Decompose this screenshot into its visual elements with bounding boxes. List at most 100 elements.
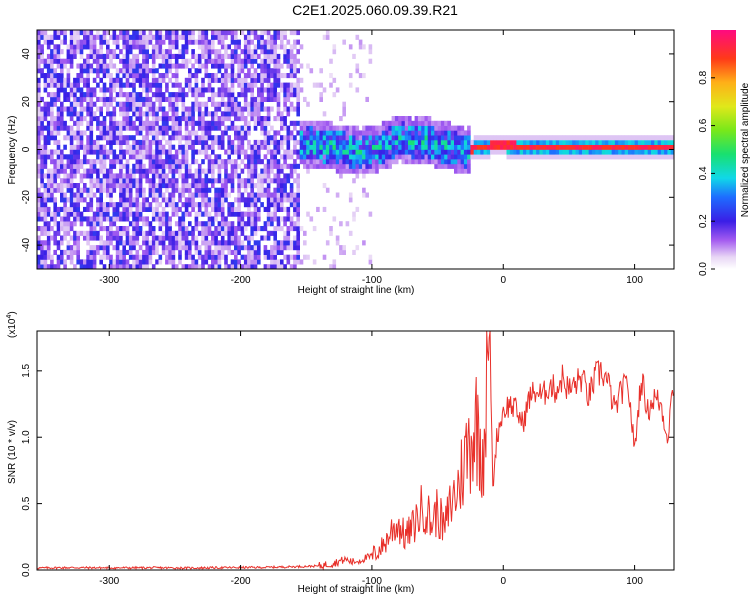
spectrogram-cell: [227, 211, 231, 217]
spectrogram-cell: [266, 173, 271, 179]
spectrogram-cell: [401, 125, 406, 131]
spectrogram-cell: [237, 63, 241, 69]
spectrogram-cell: [197, 63, 202, 69]
spectrogram-cell: [247, 221, 251, 227]
spectrogram-cell: [306, 135, 310, 141]
spectrogram-cell: [158, 116, 163, 122]
spectrogram-cell: [637, 154, 642, 160]
spectrogram-cell: [109, 192, 113, 198]
spectrogram-cell: [194, 68, 199, 74]
spectrogram-cell: [142, 259, 146, 265]
spectrogram-cell: [197, 34, 202, 40]
spectrogram-cell: [526, 139, 530, 145]
spectrogram-cell: [165, 187, 169, 193]
spectrogram-cell: [352, 163, 356, 169]
spectrogram-cell: [50, 149, 54, 155]
spectrogram-cell: [168, 34, 172, 40]
spectrogram-cell: [56, 183, 61, 189]
spectrogram-cell: [66, 73, 71, 79]
spectrogram-cell: [53, 44, 57, 50]
spectrogram-cell: [109, 77, 113, 83]
spectrogram-cell: [299, 120, 304, 126]
spectrogram-cell: [106, 226, 110, 232]
spectrogram-cell: [283, 106, 287, 112]
spectrogram-cell: [115, 226, 120, 232]
spectrogram-cell: [247, 82, 251, 88]
spectrogram-cell: [53, 163, 57, 169]
spectrogram-cell: [437, 163, 442, 169]
spectrogram-cell: [667, 154, 671, 160]
spectrogram-cell: [545, 154, 550, 160]
spectrogram-cell: [257, 144, 261, 150]
spectrogram-cell: [286, 39, 291, 45]
spectrogram-cell: [486, 139, 491, 145]
spectrogram-cell: [217, 264, 222, 270]
spectrogram-cell: [194, 178, 199, 184]
spectrogram-cell: [250, 63, 254, 69]
spectrogram-cell: [240, 149, 245, 155]
spectrogram-cell: [325, 144, 330, 150]
spectrogram-cell: [257, 63, 261, 69]
spectrogram-cell: [404, 154, 409, 160]
spectrogram-cell: [247, 111, 251, 117]
spectrogram-cell: [555, 154, 560, 160]
spectrogram-cell: [283, 96, 287, 102]
spectrogram-cell: [96, 125, 100, 131]
spectrogram-cell: [220, 73, 225, 79]
spectrogram-cell: [270, 53, 274, 59]
spectrogram-cell: [184, 197, 189, 203]
spectrogram-cell: [69, 226, 74, 232]
spectrogram-cell: [109, 254, 113, 260]
spectrogram-cell: [89, 254, 94, 260]
y-tick-label: 1.5: [21, 363, 32, 377]
spectrogram-cell: [86, 111, 90, 117]
spectrogram-cell: [145, 139, 149, 145]
spectrogram-cell: [224, 187, 228, 193]
spectrogram-cell: [83, 106, 87, 112]
spectrogram-cell: [145, 154, 149, 160]
spectrogram-cell: [247, 68, 251, 74]
spectrogram-cell: [145, 130, 149, 136]
spectrogram-cell: [53, 30, 57, 36]
spectrogram-cell: [92, 58, 97, 64]
spectrogram-cell: [283, 187, 287, 193]
spectrogram-cell: [135, 125, 140, 131]
spectrogram-cell: [296, 259, 300, 265]
spectrogram-cell: [188, 135, 192, 141]
spectrogram-cell: [286, 111, 291, 117]
spectrogram-cell: [89, 101, 94, 107]
spectrogram-cell: [270, 178, 274, 184]
spectrogram-cell: [286, 245, 291, 251]
spectrogram-cell: [194, 77, 199, 83]
spectrogram-cell: [562, 135, 566, 141]
spectrogram-cell: [83, 68, 87, 74]
spectrogram-cell: [207, 53, 212, 59]
spectrogram-cell: [391, 120, 396, 126]
spectrogram-cell: [224, 111, 228, 117]
spectrogram-cell: [63, 120, 67, 126]
spectrogram-cell: [276, 63, 281, 69]
spectrogram-cell: [145, 149, 149, 155]
spectrogram-cell: [348, 159, 353, 165]
spectrogram-cell: [289, 30, 294, 36]
spectrogram-cell: [329, 159, 333, 165]
spectrogram-cell: [227, 101, 231, 107]
spectrogram-cell: [437, 135, 442, 141]
spectrogram-cell: [204, 49, 209, 55]
spectrogram-cell: [135, 264, 140, 270]
spectrogram-cell: [454, 144, 458, 150]
spectrogram-cell: [227, 154, 231, 160]
spectrogram-cell: [266, 235, 271, 241]
spectrogram-cell: [437, 154, 442, 160]
spectrogram-cell: [171, 211, 176, 217]
spectrogram-cell: [174, 168, 179, 174]
spectrogram-cell: [250, 30, 254, 36]
spectrogram-cell: [562, 144, 566, 150]
spectrogram-cell: [253, 245, 258, 251]
spectrogram-cell: [138, 216, 143, 222]
spectrogram-cell: [188, 192, 192, 198]
spectrogram-cell: [322, 159, 327, 165]
spectrogram-cell: [165, 111, 169, 117]
spectrogram-cell: [125, 120, 130, 126]
spectrogram-cell: [237, 211, 241, 217]
